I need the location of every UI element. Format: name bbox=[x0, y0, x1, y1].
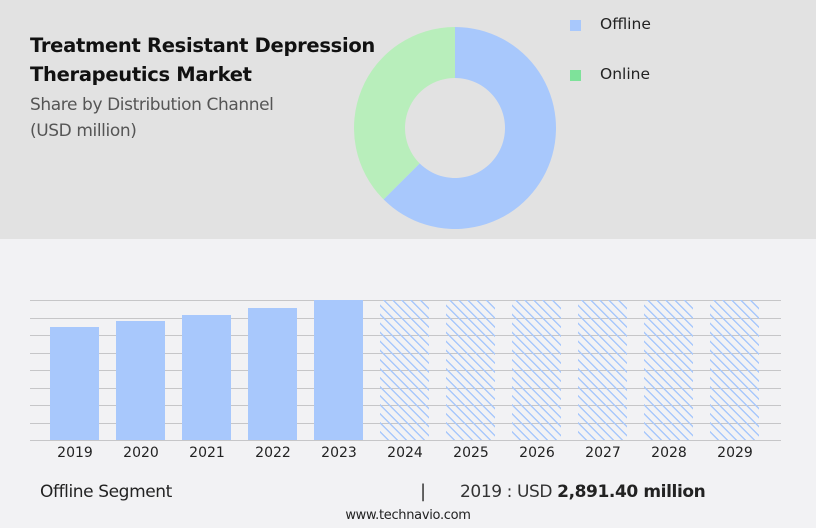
donut-slice-offline bbox=[383, 27, 556, 229]
legend-swatch-online bbox=[570, 70, 581, 81]
x-axis-label: 2019 bbox=[57, 445, 93, 461]
bar-2022 bbox=[248, 308, 297, 440]
legend-label-offline: Offline bbox=[600, 15, 651, 33]
bar-2029 bbox=[710, 300, 759, 440]
x-axis-label: 2022 bbox=[255, 445, 291, 461]
bar-2028 bbox=[644, 300, 693, 440]
legend-swatch-offline bbox=[570, 20, 581, 31]
bar-2026 bbox=[512, 300, 561, 440]
bar-2020 bbox=[116, 321, 165, 440]
title-line-2: Therapeutics Market bbox=[30, 63, 252, 86]
x-axis-label: 2026 bbox=[519, 445, 555, 461]
x-axis-label: 2029 bbox=[717, 445, 753, 461]
segment-value-amount: 2,891.40 million bbox=[557, 482, 706, 502]
bar-2023 bbox=[314, 300, 363, 440]
x-axis-label: 2027 bbox=[585, 445, 621, 461]
legend-label-online: Online bbox=[600, 65, 650, 83]
x-axis-label: 2021 bbox=[189, 445, 225, 461]
x-axis-label: 2028 bbox=[651, 445, 687, 461]
footer-separator: | bbox=[420, 481, 427, 502]
x-axis-label: 2023 bbox=[321, 445, 357, 461]
title-line-1: Treatment Resistant Depression bbox=[30, 34, 376, 57]
x-axis-label: 2020 bbox=[123, 445, 159, 461]
subtitle-line-1: Share by Distribution Channel bbox=[30, 95, 274, 115]
x-axis-label: 2024 bbox=[387, 445, 423, 461]
donut-chart bbox=[354, 27, 556, 229]
bar-2019 bbox=[50, 327, 99, 440]
bar-2021 bbox=[182, 315, 231, 440]
segment-label: Offline Segment bbox=[40, 482, 172, 502]
bar-2024 bbox=[380, 300, 429, 440]
subtitle-line-2: (USD million) bbox=[30, 121, 137, 141]
source-url: www.technavio.com bbox=[345, 508, 471, 523]
chart-title: Treatment Resistant Depression Therapeut… bbox=[30, 31, 375, 89]
x-axis-label: 2025 bbox=[453, 445, 489, 461]
gridline bbox=[30, 440, 781, 441]
donut-slice-online bbox=[354, 27, 455, 200]
segment-value: 2019 : USD 2,891.40 million bbox=[460, 482, 706, 502]
segment-value-prefix: 2019 : USD bbox=[460, 482, 553, 502]
bar-2025 bbox=[446, 300, 495, 440]
bar-2027 bbox=[578, 300, 627, 440]
chart-subtitle: Share by Distribution Channel (USD milli… bbox=[30, 92, 274, 144]
